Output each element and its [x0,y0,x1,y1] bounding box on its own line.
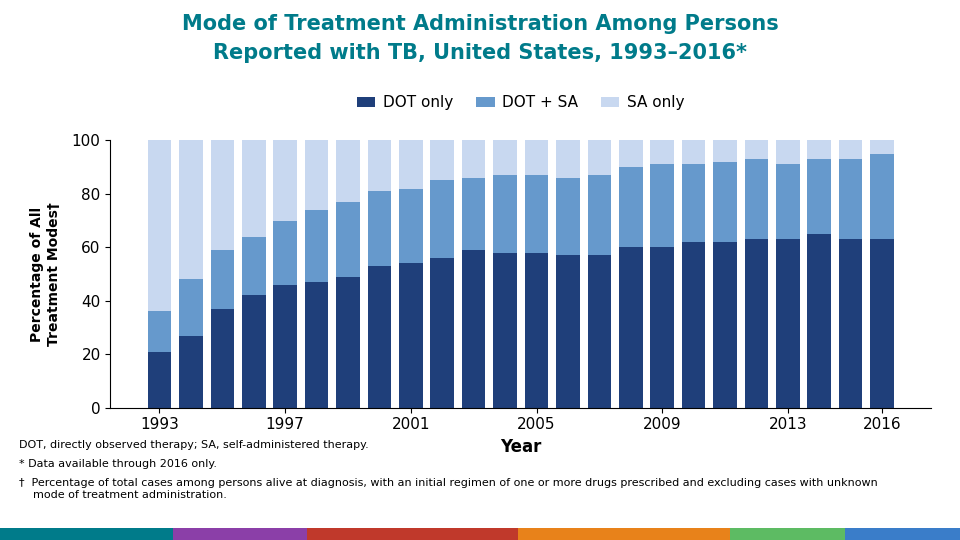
Bar [588,175,612,255]
Bar [682,165,706,242]
Bar [430,140,454,180]
Bar [745,159,768,239]
Bar [871,239,894,408]
Text: Mode of Treatment Administration Among Persons: Mode of Treatment Administration Among P… [181,14,779,33]
Bar [807,234,831,408]
Bar [619,247,642,408]
Bar [807,159,831,234]
Legend: DOT only, DOT + SA, SA only: DOT only, DOT + SA, SA only [351,89,690,117]
Bar [304,210,328,282]
Bar [493,140,516,175]
Bar [588,140,612,175]
Bar [619,167,642,247]
Bar [745,239,768,408]
Bar [210,140,234,250]
Bar [242,295,266,408]
Bar [556,140,580,178]
Bar [430,180,454,258]
Bar [242,140,266,237]
Text: †  Percentage of total cases among persons alive at diagnosis, with an initial r: † Percentage of total cases among person… [19,478,878,500]
Bar [148,352,171,408]
Bar [776,140,800,165]
Bar [745,140,768,159]
Bar [304,140,328,210]
Bar [304,282,328,408]
Bar [210,250,234,309]
Bar [180,279,203,335]
Bar [368,266,392,408]
Bar [430,258,454,408]
Bar [274,220,297,285]
Bar [399,264,422,408]
Bar [871,140,894,154]
Bar [525,175,548,253]
Text: Reported with TB, United States, 1993–2016*: Reported with TB, United States, 1993–20… [213,43,747,63]
Bar [839,140,862,159]
Bar [462,178,486,250]
Bar [713,162,737,242]
Bar [462,140,486,178]
Y-axis label: Percentage of All
Treatment Modes†: Percentage of All Treatment Modes† [31,202,60,346]
Bar [556,178,580,255]
Bar [651,247,674,408]
Bar [210,309,234,408]
Bar [682,242,706,408]
Bar [399,188,422,264]
Bar [776,165,800,239]
Bar [148,140,171,312]
Bar [525,140,548,175]
Bar [462,250,486,408]
Text: * Data available through 2016 only.: * Data available through 2016 only. [19,459,217,469]
Bar [336,202,360,276]
Bar [180,335,203,408]
Bar [651,165,674,247]
Bar [274,285,297,408]
Bar [242,237,266,295]
Bar [180,140,203,279]
Bar [588,255,612,408]
Text: DOT, directly observed therapy; SA, self-administered therapy.: DOT, directly observed therapy; SA, self… [19,440,369,450]
Bar [776,239,800,408]
Bar [871,154,894,239]
Bar [525,253,548,408]
Bar [682,140,706,165]
Bar [368,191,392,266]
Bar [807,140,831,159]
Bar [839,239,862,408]
Bar [556,255,580,408]
Bar [651,140,674,165]
Bar [713,242,737,408]
Bar [713,140,737,162]
Bar [274,140,297,220]
X-axis label: Year: Year [500,438,541,456]
Bar [493,253,516,408]
Bar [619,140,642,167]
Bar [148,312,171,352]
Bar [399,140,422,188]
Bar [368,140,392,191]
Bar [493,175,516,253]
Bar [336,276,360,408]
Bar [839,159,862,239]
Bar [336,140,360,202]
